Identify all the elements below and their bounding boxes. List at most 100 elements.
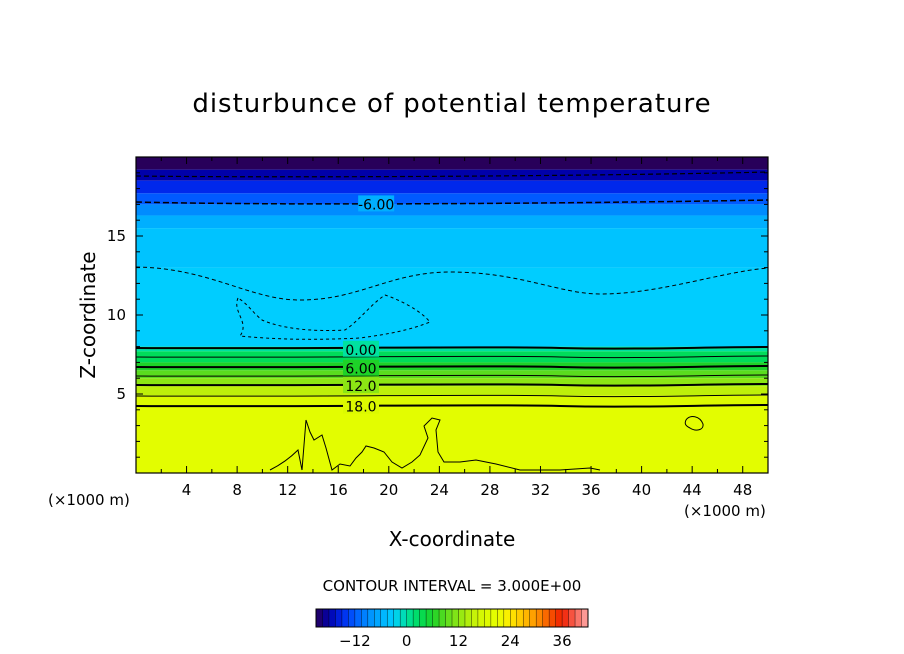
colorbar-frame — [315, 608, 589, 628]
x-tick-label: 24 — [430, 481, 449, 499]
colorbar-swatch — [523, 609, 531, 627]
colorbar-tick-label: 36 — [553, 632, 572, 650]
colorbar-swatch — [439, 609, 447, 627]
chart-title: disturbunce of potential temperature — [192, 89, 711, 119]
colorbar-tick-label: 0 — [402, 632, 412, 650]
colorbar-swatch — [536, 609, 544, 627]
filled-layer — [136, 193, 768, 205]
colorbar-swatch — [452, 609, 459, 627]
x-tick-label: 16 — [329, 481, 348, 499]
colorbar-swatch — [367, 609, 375, 627]
filled-layer — [136, 346, 768, 352]
contour-label: 12.0 — [345, 379, 376, 395]
contour-label-bg — [342, 340, 379, 357]
contour-line-positive — [135, 365, 769, 369]
x-tick-label: 48 — [733, 481, 752, 499]
contour-label-bg — [342, 359, 379, 376]
contour-label-bg — [358, 195, 395, 212]
colorbar-swatch — [549, 609, 557, 627]
filled-layer-surface — [136, 405, 768, 473]
colorbar-swatch — [419, 609, 427, 627]
colorbar-tick-label: 12 — [449, 632, 468, 650]
colorbar-swatch — [575, 609, 583, 627]
y-tick-label: 15 — [107, 227, 126, 245]
colorbar-tick-label: −12 — [339, 632, 371, 650]
colorbar-swatch — [426, 609, 434, 627]
x-tick-label: 8 — [232, 481, 242, 499]
colorbar-swatch — [497, 609, 505, 627]
colorbar-swatch — [568, 609, 576, 627]
colorbar-swatch — [529, 609, 537, 627]
x-tick-label: 20 — [379, 481, 398, 499]
colorbar-swatch — [445, 609, 453, 627]
colorbar-swatch — [354, 609, 362, 627]
colorbar-swatch — [380, 609, 388, 627]
filled-layer — [136, 215, 768, 229]
x-tick-label: 28 — [480, 481, 499, 499]
colorbar-swatch — [413, 609, 421, 627]
colorbar-swatch — [348, 609, 356, 627]
contour-label: -6.00 — [358, 197, 394, 213]
x-unit-left: (×1000 m) — [48, 491, 130, 509]
filled-layer — [136, 204, 768, 216]
colorbar-swatch — [581, 609, 589, 627]
contour-label: 6.00 — [345, 362, 376, 378]
colorbar-swatch — [328, 609, 336, 627]
colorbar-swatch — [477, 609, 485, 627]
filled-layer — [136, 386, 768, 396]
filled-layer — [136, 370, 768, 379]
contour-label-bg — [342, 377, 379, 394]
contour-line-positive — [135, 346, 769, 350]
contour-line-negative — [135, 171, 769, 178]
contour-interval-note: CONTOUR INTERVAL = 3.000E+00 — [323, 577, 582, 595]
filled-layer — [136, 228, 768, 268]
colorbar-swatch — [335, 609, 343, 627]
contour-label: 0.00 — [345, 343, 376, 359]
contour-line-positive — [135, 383, 769, 387]
contour-line-surface — [269, 417, 601, 471]
contour-line-positive — [135, 394, 769, 398]
contour-line-negative — [135, 199, 769, 205]
colorbar-tick-label: 24 — [501, 632, 520, 650]
colorbar-swatch — [341, 609, 349, 627]
x-tick-label: 32 — [531, 481, 550, 499]
contour-line-positive — [135, 404, 769, 408]
colorbar-swatch — [542, 609, 550, 627]
contour-line-positive — [135, 355, 769, 359]
filled-layer — [136, 267, 768, 347]
colorbar-swatch — [484, 609, 492, 627]
colorbar-swatch — [316, 609, 323, 627]
x-tick-label: 36 — [581, 481, 600, 499]
x-tick-label: 4 — [182, 481, 192, 499]
y-axis-label: Z-coordinate — [76, 251, 100, 378]
colorbar-swatch — [555, 609, 563, 627]
colorbar-swatch — [510, 609, 518, 627]
colorbar-swatch — [464, 609, 472, 627]
colorbar-swatch — [471, 609, 479, 627]
colorbar-swatch — [374, 609, 382, 627]
x-tick-label: 44 — [683, 481, 702, 499]
colorbar-swatch — [516, 609, 524, 627]
contour-line-closed — [684, 416, 704, 431]
colorbar-swatch — [406, 609, 414, 627]
colorbar-swatch — [503, 609, 511, 627]
filled-layer — [136, 395, 768, 406]
colorbar-swatch — [361, 609, 369, 627]
colorbar-swatch — [458, 609, 466, 627]
filled-layer — [136, 378, 768, 387]
colorbar-swatch — [387, 609, 395, 627]
colorbar-swatch — [393, 609, 401, 627]
colorbar-swatch — [400, 609, 408, 627]
y-tick-label: 5 — [116, 385, 126, 403]
colorbar-swatch — [432, 609, 440, 627]
colorbar: −12 0 12 24 36 — [315, 608, 589, 650]
x-tick-label: 12 — [278, 481, 297, 499]
filled-layer — [136, 169, 768, 181]
colorbar-swatch — [322, 609, 330, 627]
colorbar-swatch — [490, 609, 498, 627]
contour-line-negative — [135, 266, 769, 301]
filled-layer — [136, 157, 768, 170]
y-tick-label: 10 — [107, 306, 126, 324]
